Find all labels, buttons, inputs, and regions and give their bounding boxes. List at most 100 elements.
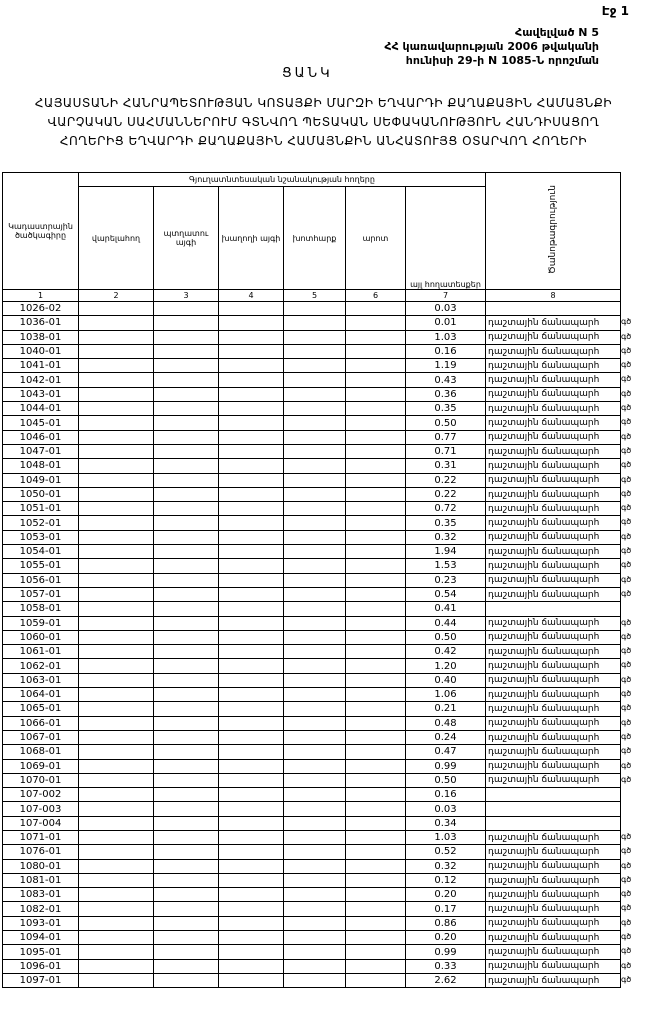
empty-cell (218, 972, 284, 989)
empty-cell (283, 529, 346, 546)
empty-cell (78, 944, 154, 960)
empty-cell (283, 358, 346, 374)
note-suffix: գծ (621, 546, 632, 555)
table-row: 1054-01 1.94 դաշտային ճանապարհ (2, 544, 621, 560)
empty-cell (218, 815, 284, 831)
empty-cell (283, 329, 346, 345)
other-land-area: 0.16 (405, 787, 486, 803)
empty-cell (218, 486, 284, 503)
empty-cell (153, 715, 219, 731)
table-row: 1044-01 0.35 դաշտային ճանապարհ (2, 401, 621, 417)
note-suffix: գծ (621, 660, 632, 669)
table-row: 1057-01 0.54 դաշտային ճանապարհ (2, 586, 621, 603)
note-cell: դաշտային ճանապարհ (485, 401, 621, 417)
empty-cell (153, 801, 219, 817)
other-land-area: 0.50 (405, 415, 486, 431)
table-row: 1036-01 0.01 դաշտային ճանապարհ (2, 315, 621, 331)
note-suffix: գծ (621, 918, 632, 927)
empty-cell (345, 315, 406, 331)
note-cell: դաշտային ճանապարհ (485, 329, 621, 345)
note-cell: դաշտային ճանապարհ (485, 472, 621, 488)
empty-cell (218, 572, 284, 588)
empty-cell (78, 615, 154, 631)
other-land-area: 1.03 (405, 829, 486, 846)
empty-cell (283, 429, 346, 445)
empty-cell (283, 644, 346, 660)
other-land-area: 1.94 (405, 544, 486, 560)
table-row: 1056-01 0.23 դաշտային ճանապարհ (2, 572, 621, 588)
empty-cell (283, 472, 346, 488)
cadastral-code: 1047-01 (2, 443, 79, 460)
empty-cell (78, 515, 154, 531)
other-land-area: 0.03 (405, 801, 486, 817)
note-cell: դաշտային ճանապարհ (485, 944, 621, 960)
empty-cell (218, 672, 284, 689)
empty-cell (218, 729, 284, 746)
other-land-area: 0.86 (405, 915, 486, 932)
empty-cell (345, 872, 406, 889)
empty-cell (218, 615, 284, 631)
empty-cell (345, 558, 406, 574)
note-suffix: գծ (621, 675, 632, 684)
empty-cell (218, 629, 284, 646)
empty-cell (283, 386, 346, 403)
table-row: 1061-01 0.42 դաշտային ճանապարհ (2, 644, 621, 660)
table-row: 1065-01 0.21 դաշտային ճանապարհ (2, 701, 621, 717)
note-cell: դաշտային ճանապարհ (485, 972, 621, 989)
other-land-area: 0.99 (405, 944, 486, 960)
appendix-line: ՀՀ կառավարության 2006 թվականի (384, 40, 599, 53)
column-number: 5 (283, 289, 346, 302)
page-number: Էջ 1 (601, 4, 629, 18)
table-row: 1096-01 0.33 դաշտային ճանապարհ (2, 958, 621, 974)
note-cell: դաշտային ճանապարհ (485, 515, 621, 531)
note-suffix: գծ (621, 761, 632, 770)
other-land-area: 0.01 (405, 315, 486, 331)
table-row: 1053-01 0.32 դաշտային ճանապարհ (2, 529, 621, 546)
empty-cell (283, 486, 346, 503)
empty-cell (78, 844, 154, 860)
empty-cell (283, 930, 346, 946)
table-row: 1062-01 1.20 դաշտային ճանապարհ (2, 658, 621, 674)
cadastral-code: 1081-01 (2, 872, 79, 889)
empty-cell (283, 801, 346, 817)
other-land-area: 1.06 (405, 687, 486, 703)
cadastral-code: 1040-01 (2, 343, 79, 360)
empty-cell (218, 701, 284, 717)
note-cell: դաշտային ճանապարհ (485, 930, 621, 946)
other-land-area: 0.54 (405, 586, 486, 603)
empty-cell (218, 801, 284, 817)
empty-cell (283, 787, 346, 803)
note-cell: դաշտային ճանապարհ (485, 429, 621, 445)
note-suffix: գծ (621, 360, 632, 369)
note-suffix: գծ (621, 775, 632, 784)
cadastral-code: 1068-01 (2, 744, 79, 760)
table-row: 1094-01 0.20 դաշտային ճանապարհ (2, 930, 621, 946)
column-number: 8 (485, 289, 621, 302)
note-suffix: գծ (621, 832, 632, 841)
note-suffix: գծ (621, 932, 632, 941)
empty-cell (218, 844, 284, 860)
empty-cell (153, 930, 219, 946)
document-title-line: ՀՈՂԵՐԻՑ ԵՂՎԱՐԴԻ ՔԱՂԱՔԱՅԻՆ ՀԱՄԱՅՆՔԻՆ ԱՆՀԱ… (59, 134, 588, 148)
empty-cell (78, 358, 154, 374)
note-cell: դաշտային ճանապարհ (485, 586, 621, 603)
empty-cell (218, 915, 284, 932)
empty-cell (218, 329, 284, 345)
note-suffix: գծ (621, 689, 632, 698)
cadastral-code: 1055-01 (2, 558, 79, 574)
empty-cell (345, 415, 406, 431)
cadastral-code: 1050-01 (2, 486, 79, 503)
empty-cell (283, 443, 346, 460)
cadastral-code: 1061-01 (2, 644, 79, 660)
empty-cell (218, 415, 284, 431)
empty-cell (283, 315, 346, 331)
empty-cell (153, 901, 219, 917)
empty-cell (78, 386, 154, 403)
other-land-area: 0.35 (405, 401, 486, 417)
empty-cell (218, 658, 284, 674)
table-row: 1038-01 1.03 դաշտային ճանապարհ (2, 329, 621, 345)
table-row: 1045-01 0.50 դաշտային ճանապարհ (2, 415, 621, 431)
empty-cell (153, 458, 219, 474)
other-land-area: 0.22 (405, 472, 486, 488)
table-row: 1051-01 0.72 դաշտային ճանապարհ (2, 501, 621, 517)
